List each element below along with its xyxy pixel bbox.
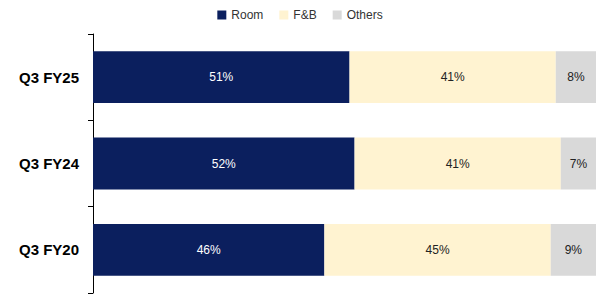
svg-text:F&B: F&B bbox=[293, 8, 316, 22]
svg-text:51%: 51% bbox=[209, 70, 233, 84]
svg-text:9%: 9% bbox=[565, 243, 583, 257]
svg-text:8%: 8% bbox=[567, 70, 585, 84]
svg-text:52%: 52% bbox=[212, 157, 236, 171]
svg-text:46%: 46% bbox=[197, 243, 221, 257]
svg-text:Q3 FY20: Q3 FY20 bbox=[19, 241, 79, 258]
svg-text:45%: 45% bbox=[426, 243, 450, 257]
svg-text:7%: 7% bbox=[570, 157, 588, 171]
svg-text:41%: 41% bbox=[441, 70, 465, 84]
svg-text:Room: Room bbox=[231, 8, 263, 22]
svg-text:Q3 FY24: Q3 FY24 bbox=[19, 155, 80, 172]
svg-text:Q3 FY25: Q3 FY25 bbox=[19, 69, 79, 86]
svg-text:Others: Others bbox=[347, 8, 383, 22]
svg-text:41%: 41% bbox=[446, 157, 470, 171]
